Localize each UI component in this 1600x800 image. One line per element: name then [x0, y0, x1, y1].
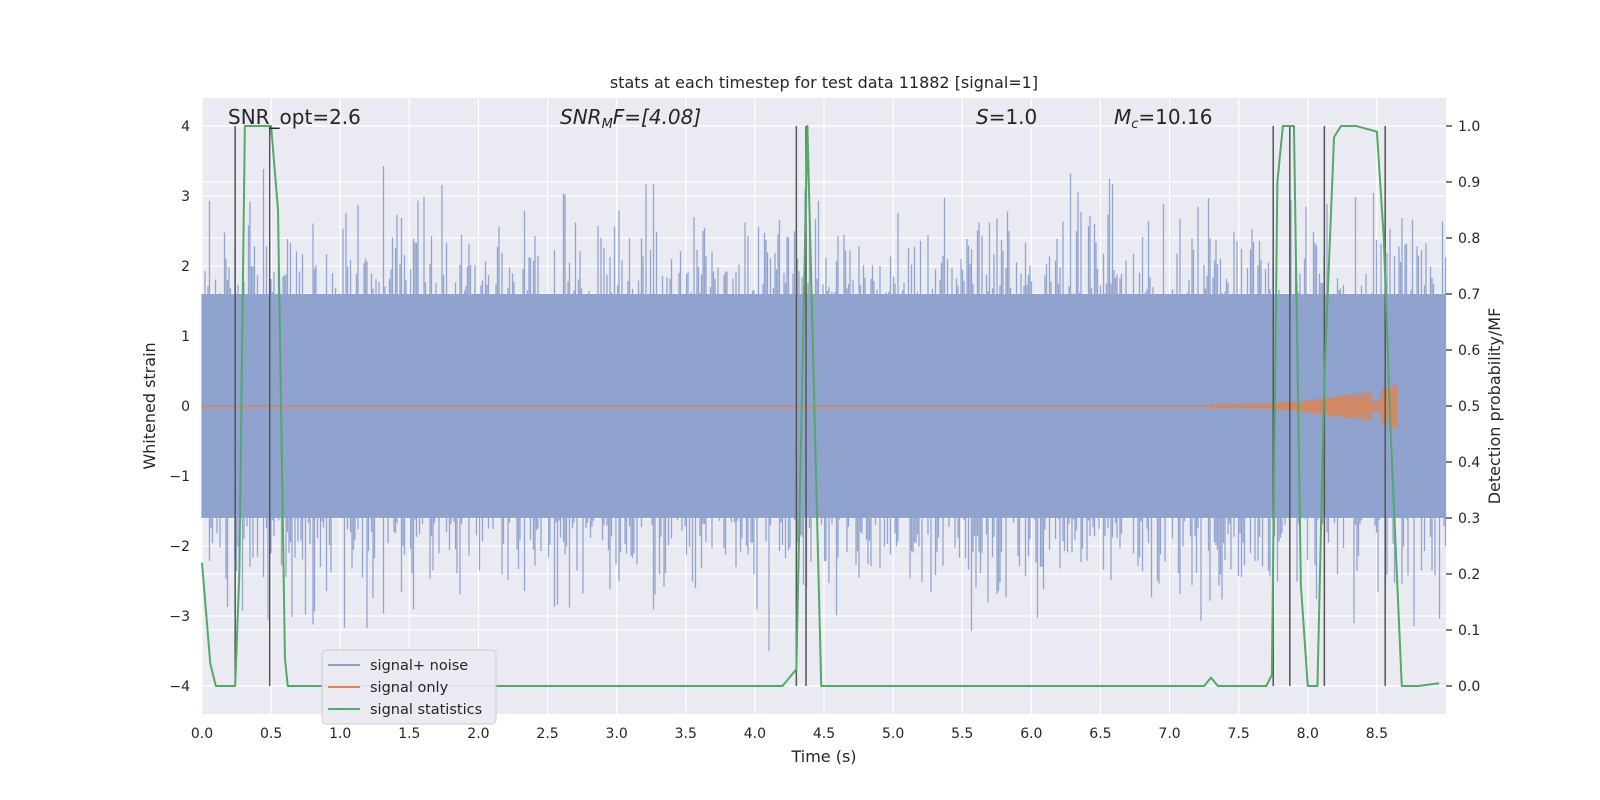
- annotation-snr-mf: SNRMF=[4.08]: [560, 105, 701, 132]
- x-tick-label-8: 4.0: [744, 726, 766, 742]
- x-tick-label-7: 3.5: [675, 726, 697, 742]
- x-tick-label-11: 5.5: [951, 726, 973, 742]
- y-tick-label-7: 3: [181, 189, 190, 205]
- x-tick-label-15: 7.5: [1228, 726, 1250, 742]
- x-tick-label-13: 6.5: [1089, 726, 1111, 742]
- y-tick-label-1: −3: [169, 609, 190, 625]
- y2-axis-ticks: 0.0 0.1 0.2 0.3 0.4 0.5 0.6 0.7 0.8 0.9 1.0: [1446, 119, 1480, 695]
- signal-chirp: [1210, 383, 1398, 428]
- y2-tick-label-0: 0.0: [1458, 679, 1480, 695]
- legend-label-signal-only: signal only: [370, 680, 449, 696]
- y2-tick-label-8: 0.8: [1458, 231, 1480, 247]
- y2-tick-label-5: 0.5: [1458, 399, 1480, 415]
- mc-sub: c: [1131, 117, 1138, 132]
- x-tick-label-3: 1.5: [398, 726, 420, 742]
- y2-tick-label-7: 0.7: [1458, 287, 1480, 303]
- snr-mf-sub: M: [602, 117, 613, 132]
- x-tick-label-10: 5.0: [882, 726, 904, 742]
- x-tick-label-14: 7.0: [1158, 726, 1180, 742]
- chart-title: stats at each timestep for test data 118…: [610, 73, 1038, 92]
- x-tick-label-17: 8.5: [1366, 726, 1388, 742]
- annotation-s: S=1.0: [976, 105, 1037, 129]
- series-signal-only: [202, 383, 1398, 428]
- s-rest: =1.0: [989, 105, 1038, 129]
- statistics-line: [201, 125, 1440, 687]
- x-tick-label-12: 6.0: [1020, 726, 1042, 742]
- y-tick-label-8: 4: [181, 119, 190, 135]
- y-axis-label: Whitened strain: [140, 342, 159, 469]
- y2-tick-label-2: 0.2: [1458, 567, 1480, 583]
- y2-tick-label-6: 0.6: [1458, 343, 1480, 359]
- s-italic: S: [976, 105, 989, 129]
- x-axis-ticks: 0.0 0.5 1.0 1.5 2.0 2.5 3.0 3.5 4.0 4.5 5.0 5.5 6.0 6…: [191, 726, 1388, 742]
- y2-axis-label: Detection probability/MF: [1485, 308, 1504, 505]
- legend-label-signal-noise: signal+ noise: [370, 658, 468, 674]
- x-tick-label-6: 3.0: [606, 726, 628, 742]
- annotation-mc: Mc=10.16: [1114, 105, 1212, 132]
- y2-tick-label-10: 1.0: [1458, 119, 1480, 135]
- y2-tick-label-3: 0.3: [1458, 511, 1480, 527]
- series-signal-statistics: [201, 125, 1440, 687]
- y-tick-label-0: −4: [169, 679, 190, 695]
- x-tick-label-9: 4.5: [813, 726, 835, 742]
- legend-box: [321, 649, 497, 725]
- x-tick-label-2: 1.0: [329, 726, 351, 742]
- x-tick-label-1: 0.5: [260, 726, 282, 742]
- x-tick-label-0: 0.0: [191, 726, 213, 742]
- snr-mf-rest: F=[4.08]: [613, 105, 701, 129]
- x-tick-label-16: 8.0: [1297, 726, 1319, 742]
- y-tick-label-6: 2: [181, 259, 190, 275]
- y-tick-label-5: 1: [181, 329, 190, 345]
- y2-tick-label-9: 0.9: [1458, 175, 1480, 191]
- mc-rest: =10.16: [1138, 105, 1212, 129]
- y2-tick-label-1: 0.1: [1458, 623, 1480, 639]
- y-tick-label-3: −1: [169, 469, 190, 485]
- mc-base: M: [1114, 105, 1131, 129]
- y-tick-label-2: −2: [169, 539, 190, 555]
- x-axis-label: Time (s): [790, 747, 856, 766]
- annotation-snr-opt: SNR_opt=2.6: [228, 105, 361, 129]
- x-tick-label-4: 2.0: [467, 726, 489, 742]
- y-tick-label-4: 0: [181, 399, 190, 415]
- x-tick-label-5: 2.5: [536, 726, 558, 742]
- snr-mf-base: SNR: [560, 105, 602, 129]
- y-axis-ticks: −4 −3 −2 −1 0 1 2 3 4: [169, 119, 190, 695]
- legend: signal+ noise signal only signal statist…: [321, 649, 497, 725]
- legend-label-signal-statistics: signal statistics: [370, 702, 482, 718]
- y2-tick-label-4: 0.4: [1458, 455, 1480, 471]
